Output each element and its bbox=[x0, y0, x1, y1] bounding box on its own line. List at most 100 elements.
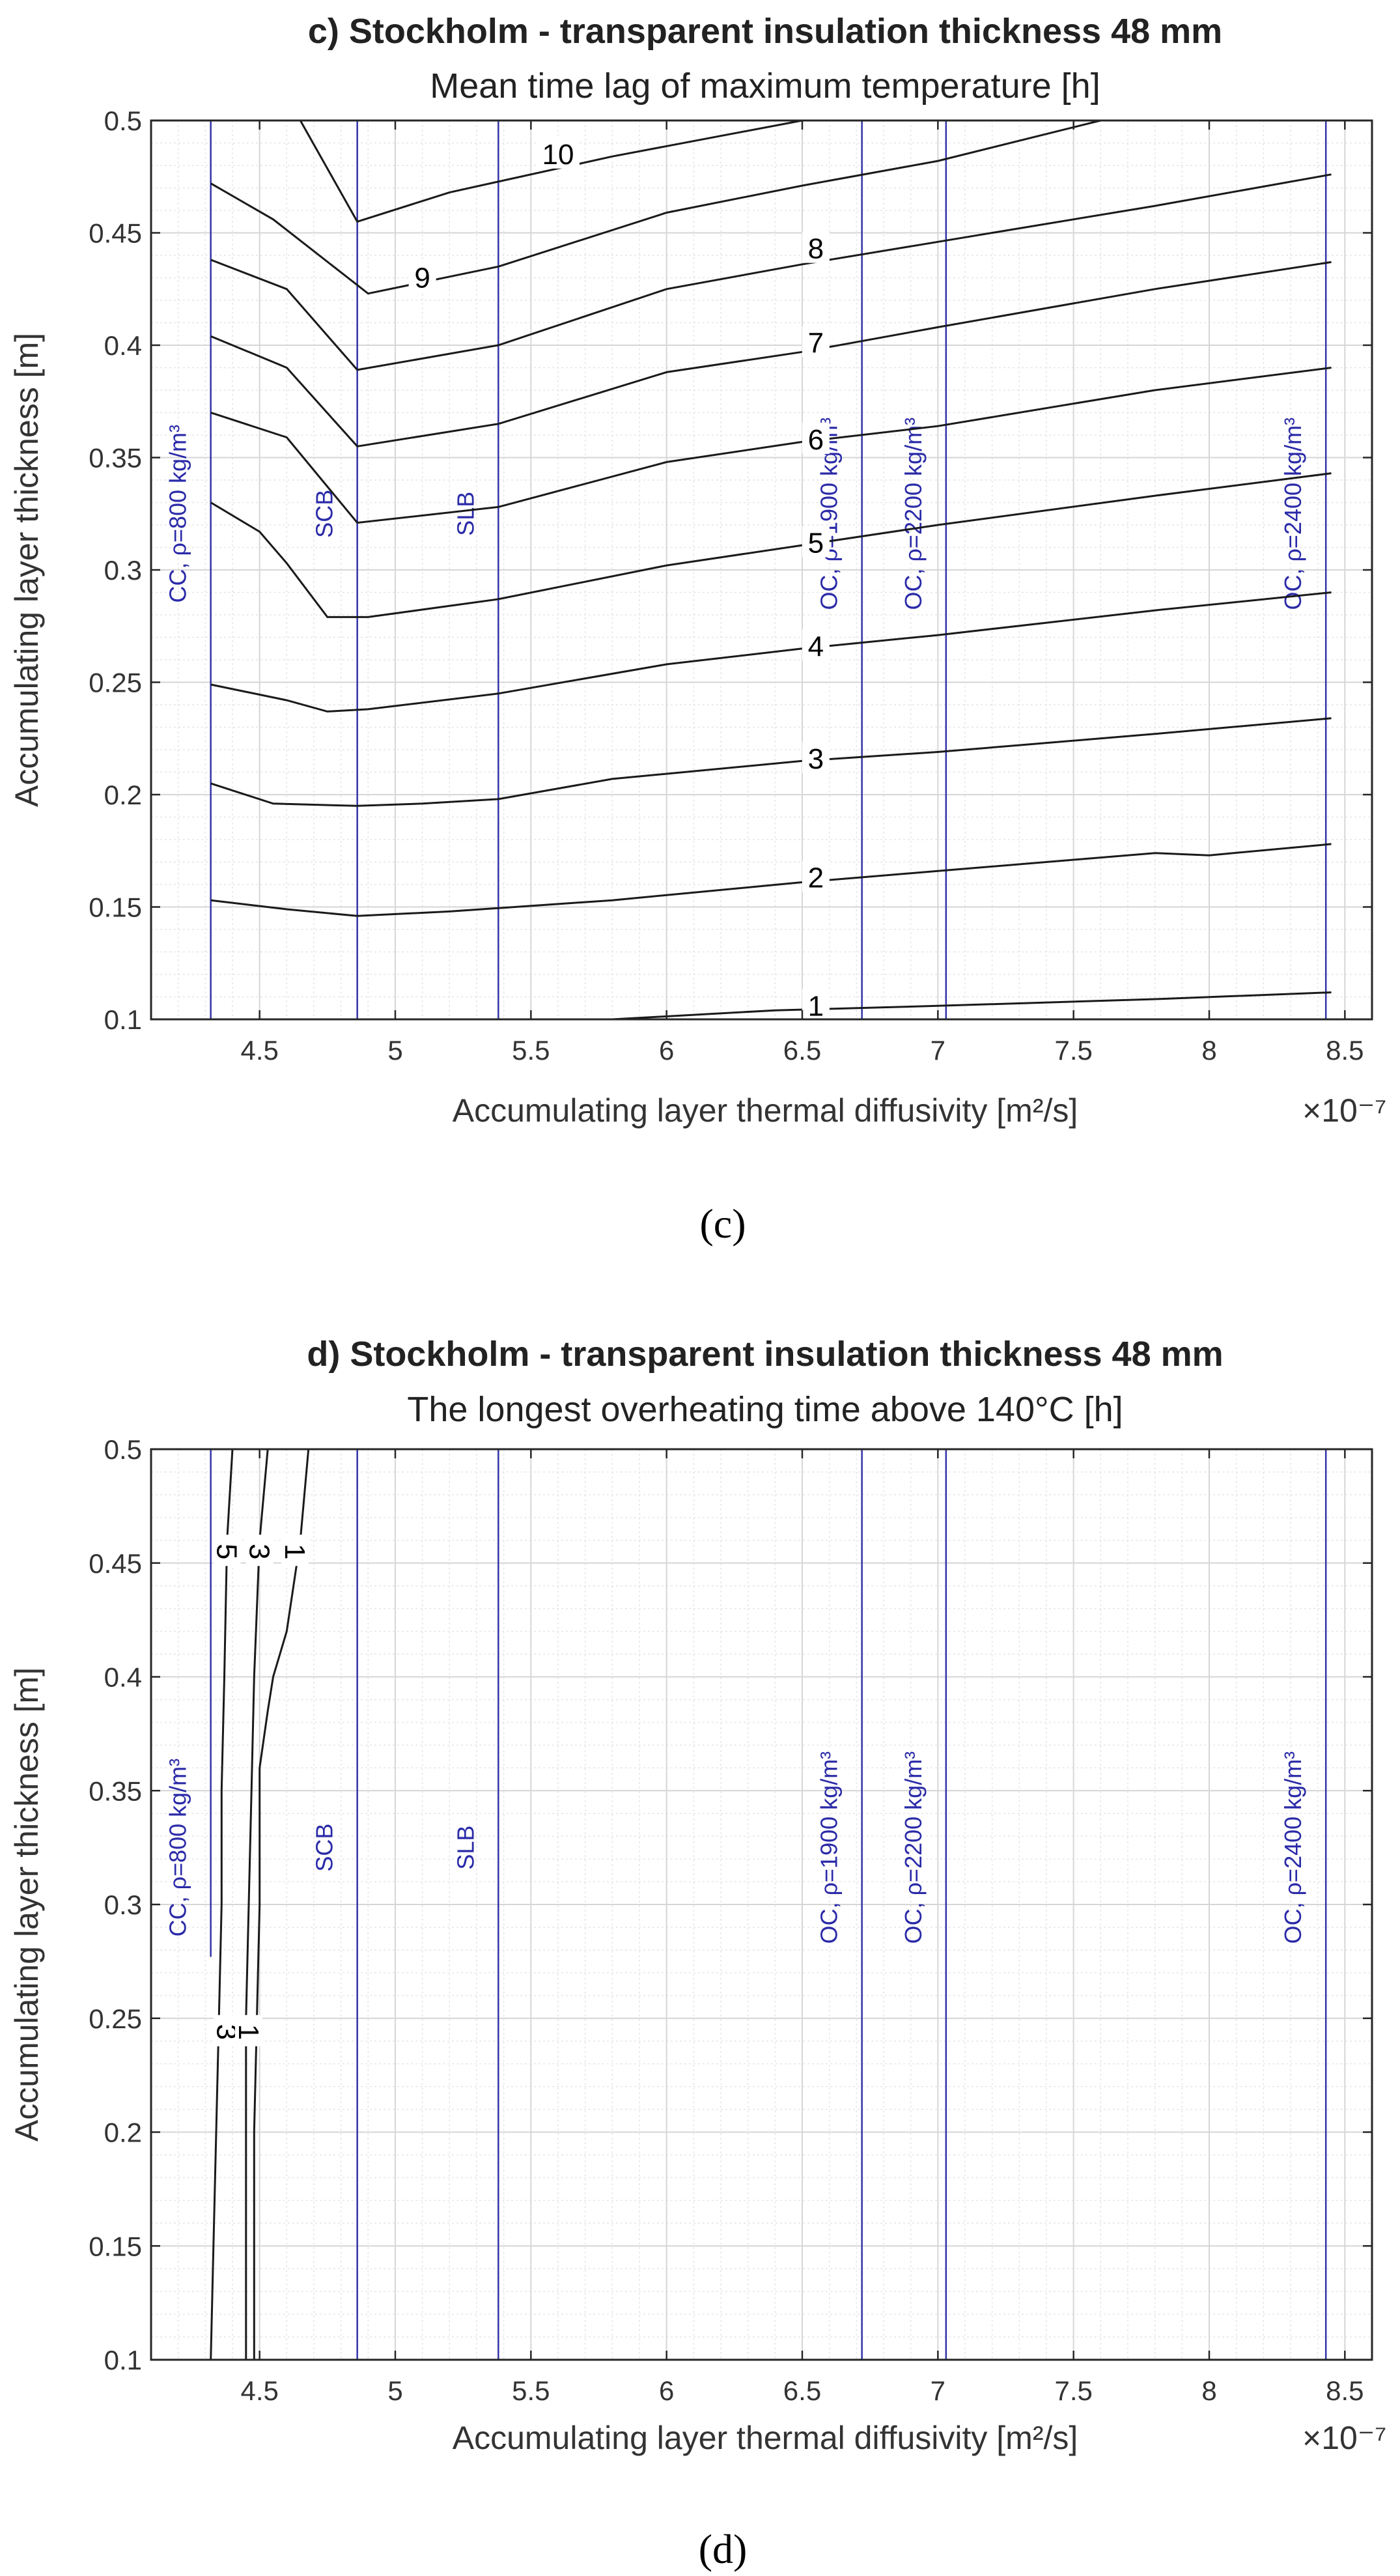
panel-d-x-tick-label: 4.5 bbox=[240, 2375, 278, 2406]
panel-d-contour-label-bg bbox=[281, 1535, 309, 1566]
panel-c-x-tick-label: 5.5 bbox=[512, 1035, 550, 1066]
panel-c-y-tick-label: 0.15 bbox=[89, 892, 142, 923]
panel-c-caption: (c) bbox=[699, 1200, 746, 1247]
panel-d-contour-label: 1 bbox=[232, 2024, 264, 2039]
panel-d-contour-line bbox=[245, 1449, 269, 2360]
panel-c-contour-line bbox=[612, 991, 1332, 1021]
panel-c-contour-label: 6 bbox=[808, 424, 824, 456]
panel-c-x-axis-label: Accumulating layer thermal diffusivity [… bbox=[453, 1092, 1078, 1129]
panel-c-x-tick-label: 4.5 bbox=[240, 1035, 278, 1066]
panel-d-x-tick-label: 8.5 bbox=[1326, 2375, 1364, 2406]
panel-c-x-tick-label: 6.5 bbox=[783, 1035, 821, 1066]
panel-d-material-label: CC, ρ=800 kg/m³ bbox=[165, 1759, 191, 1937]
panel-c-subtitle: Mean time lag of maximum temperature [h] bbox=[430, 66, 1100, 106]
panel-d-y-axis-label: Accumulating layer thickness [m] bbox=[8, 1667, 45, 2142]
panel-c-y-tick-label: 0.2 bbox=[104, 780, 142, 810]
panel-c-title: c) Stockholm - transparent insulation th… bbox=[308, 12, 1222, 51]
panel-c-material-label: SLB bbox=[452, 492, 479, 536]
panel-c-y-tick-label: 0.4 bbox=[104, 330, 142, 361]
panel-d-x-tick-label: 6 bbox=[659, 2375, 674, 2406]
panel-c-x-tick-label: 5 bbox=[387, 1035, 402, 1066]
panel-c-x-tick-label: 7 bbox=[931, 1035, 945, 1066]
panel-c-contour-label: 8 bbox=[808, 233, 824, 265]
panel-d-contour-line bbox=[210, 1449, 234, 2360]
panel-d-material-label: SLB bbox=[452, 1826, 479, 1870]
panel-c-y-tick-label: 0.5 bbox=[104, 106, 142, 136]
panel-c-material-label: CC, ρ=800 kg/m³ bbox=[165, 425, 191, 603]
panel-c-y-tick-label: 0.3 bbox=[104, 555, 142, 586]
panel-d-y-tick-label: 0.2 bbox=[104, 2117, 142, 2148]
panel-c-contour-label-bg bbox=[537, 137, 580, 169]
panel-c-contour-line bbox=[210, 843, 1332, 917]
panel-d-y-tick-label: 0.35 bbox=[89, 1776, 142, 1806]
panel-c-y-tick-label: 0.35 bbox=[89, 443, 142, 474]
panel-c-contour-label-bg bbox=[802, 741, 830, 773]
panel-c-contour-line bbox=[210, 119, 1101, 295]
panel-c-contour-line bbox=[210, 472, 1332, 618]
panel-d-y-tick-label: 0.1 bbox=[104, 2345, 142, 2375]
panel-d-y-tick-label: 0.15 bbox=[89, 2231, 142, 2261]
panel-d-contour-label-bg bbox=[235, 2015, 262, 2046]
panel-c: c) Stockholm - transparent insulation th… bbox=[8, 12, 1386, 1247]
panel-c-material-label: OC, ρ=2200 kg/m³ bbox=[900, 418, 927, 610]
panel-d-contour-label: 3 bbox=[244, 1544, 275, 1559]
panel-d-y-tick-label: 0.45 bbox=[89, 1548, 142, 1579]
panel-c-x-tick-label: 8 bbox=[1201, 1035, 1216, 1066]
panel-d-x-axis-label: Accumulating layer thermal diffusivity [… bbox=[453, 2420, 1078, 2456]
panel-d-contour-label: 1 bbox=[279, 1544, 311, 1559]
panel-c-contour-label-bg bbox=[802, 629, 830, 661]
panel-c-contour-label: 7 bbox=[808, 328, 824, 360]
panel-d-x-tick-label: 8 bbox=[1201, 2375, 1216, 2406]
panel-c-x-multiplier: ×10⁻⁷ bbox=[1302, 1092, 1386, 1129]
panel-c-x-tick-label: 8.5 bbox=[1326, 1035, 1364, 1066]
panel-c-y-axis-label: Accumulating layer thickness [m] bbox=[8, 333, 45, 807]
panel-c-contour-label-bg bbox=[802, 326, 830, 358]
panel-c-y-tick-label: 0.45 bbox=[89, 218, 142, 249]
panel-c-contour-label: 5 bbox=[808, 528, 824, 559]
panel-d-x-tick-label: 6.5 bbox=[783, 2375, 821, 2406]
panel-d-material-label: SCB bbox=[311, 1824, 338, 1872]
panel-c-contour-label: 1 bbox=[808, 990, 824, 1022]
panel-d-x-tick-label: 7.5 bbox=[1054, 2375, 1092, 2406]
panel-c-contour-line bbox=[210, 591, 1332, 713]
panel-c-contour-label-bg bbox=[802, 422, 830, 454]
panel-d-y-tick-label: 0.25 bbox=[89, 2003, 142, 2034]
panel-c-contour-label: 4 bbox=[808, 630, 824, 662]
panel-d-y-tick-label: 0.3 bbox=[104, 1890, 142, 1920]
panel-d-contour-label-bg bbox=[213, 1535, 241, 1566]
panel-c-contour-label-bg bbox=[802, 526, 830, 558]
panel-c-contour-label: 2 bbox=[808, 862, 824, 894]
panel-c-contour-label-bg bbox=[408, 261, 436, 292]
panel-c-contour-label-bg bbox=[802, 989, 830, 1021]
panel-c-y-tick-label: 0.1 bbox=[104, 1004, 142, 1035]
panel-c-contour-line bbox=[210, 717, 1332, 807]
panel-c-contour-label: 9 bbox=[414, 262, 430, 294]
panel-d-caption: (d) bbox=[699, 2526, 748, 2572]
panel-c-contour-label: 3 bbox=[808, 743, 824, 775]
panel-d: d) Stockholm - transparent insulation th… bbox=[8, 1335, 1386, 2572]
panel-c-x-tick-label: 6 bbox=[659, 1035, 674, 1066]
panel-d-material-label: OC, ρ=2200 kg/m³ bbox=[900, 1751, 927, 1944]
panel-d-x-tick-label: 5.5 bbox=[512, 2375, 550, 2406]
panel-d-x-tick-label: 5 bbox=[387, 2375, 402, 2406]
panel-c-contour-line bbox=[210, 173, 1332, 371]
panel-d-x-multiplier: ×10⁻⁷ bbox=[1302, 2420, 1386, 2456]
panel-d-material-label: OC, ρ=2400 kg/m³ bbox=[1280, 1751, 1306, 1944]
panel-d-contour-label: 5 bbox=[211, 1544, 243, 1559]
panel-c-contour-label: 10 bbox=[542, 139, 574, 171]
panel-d-subtitle: The longest overheating time above 140°C… bbox=[407, 1390, 1123, 1429]
panel-c-contour-label-bg bbox=[802, 231, 830, 263]
panel-d-x-tick-label: 7 bbox=[931, 2375, 945, 2406]
panel-d-title: d) Stockholm - transparent insulation th… bbox=[307, 1335, 1223, 1374]
panel-c-contour-line bbox=[299, 119, 803, 223]
panel-c-contour-label-bg bbox=[802, 860, 830, 892]
panel-c-material-label: OC, ρ=2400 kg/m³ bbox=[1280, 418, 1306, 610]
panel-c-material-label: SCB bbox=[311, 490, 338, 538]
panel-d-contour-line bbox=[253, 1449, 310, 2360]
panel-c-contour-line bbox=[210, 261, 1332, 447]
panel-c-x-tick-label: 7.5 bbox=[1054, 1035, 1092, 1066]
panel-d-material-label: OC, ρ=1900 kg/m³ bbox=[816, 1751, 843, 1944]
panel-d-y-tick-label: 0.5 bbox=[104, 1434, 142, 1465]
panel-d-y-tick-label: 0.4 bbox=[104, 1662, 142, 1693]
